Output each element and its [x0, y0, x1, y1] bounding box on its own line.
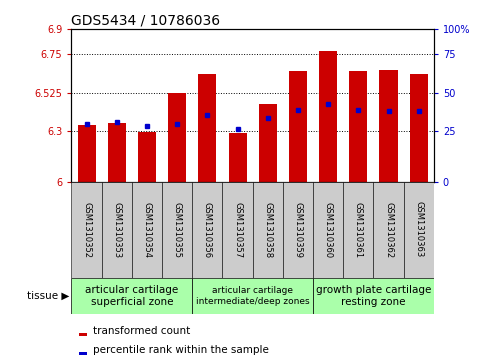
Text: GSM1310358: GSM1310358 [263, 201, 272, 258]
Bar [79, 333, 87, 336]
Bar [259, 103, 277, 182]
FancyBboxPatch shape [222, 182, 252, 278]
FancyBboxPatch shape [283, 182, 313, 278]
FancyBboxPatch shape [102, 182, 132, 278]
FancyBboxPatch shape [313, 278, 434, 314]
Text: GSM1310360: GSM1310360 [323, 201, 333, 258]
Text: tissue ▶: tissue ▶ [27, 291, 69, 301]
Text: GSM1310363: GSM1310363 [414, 201, 423, 258]
Bar [79, 352, 87, 355]
Bar [107, 123, 126, 182]
Text: articular cartilage
intermediate/deep zones: articular cartilage intermediate/deep zo… [196, 286, 310, 306]
Bar [77, 125, 96, 182]
Bar [168, 93, 186, 182]
FancyBboxPatch shape [132, 182, 162, 278]
Text: GDS5434 / 10786036: GDS5434 / 10786036 [71, 14, 220, 28]
Bar [198, 74, 216, 182]
Text: GSM1310354: GSM1310354 [142, 201, 151, 258]
Text: GSM1310361: GSM1310361 [354, 201, 363, 258]
Text: GSM1310356: GSM1310356 [203, 201, 212, 258]
FancyBboxPatch shape [162, 182, 192, 278]
Bar [380, 70, 397, 182]
Text: transformed count: transformed count [93, 326, 190, 336]
Text: GSM1310353: GSM1310353 [112, 201, 121, 258]
Bar [289, 70, 307, 182]
FancyBboxPatch shape [343, 182, 373, 278]
Text: GSM1310362: GSM1310362 [384, 201, 393, 258]
Text: GSM1310352: GSM1310352 [82, 201, 91, 258]
FancyBboxPatch shape [71, 278, 192, 314]
Text: GSM1310357: GSM1310357 [233, 201, 242, 258]
FancyBboxPatch shape [192, 182, 222, 278]
Text: growth plate cartilage
resting zone: growth plate cartilage resting zone [316, 285, 431, 307]
Text: percentile rank within the sample: percentile rank within the sample [93, 345, 269, 355]
Text: articular cartilage
superficial zone: articular cartilage superficial zone [85, 285, 178, 307]
FancyBboxPatch shape [252, 182, 283, 278]
Bar [410, 74, 428, 182]
Bar [349, 70, 367, 182]
Text: GSM1310359: GSM1310359 [293, 201, 303, 258]
Text: GSM1310355: GSM1310355 [173, 201, 182, 258]
FancyBboxPatch shape [71, 182, 102, 278]
FancyBboxPatch shape [192, 278, 313, 314]
FancyBboxPatch shape [313, 182, 343, 278]
Bar [138, 131, 156, 182]
FancyBboxPatch shape [404, 182, 434, 278]
FancyBboxPatch shape [373, 182, 404, 278]
Bar [228, 133, 246, 182]
Bar [319, 51, 337, 182]
